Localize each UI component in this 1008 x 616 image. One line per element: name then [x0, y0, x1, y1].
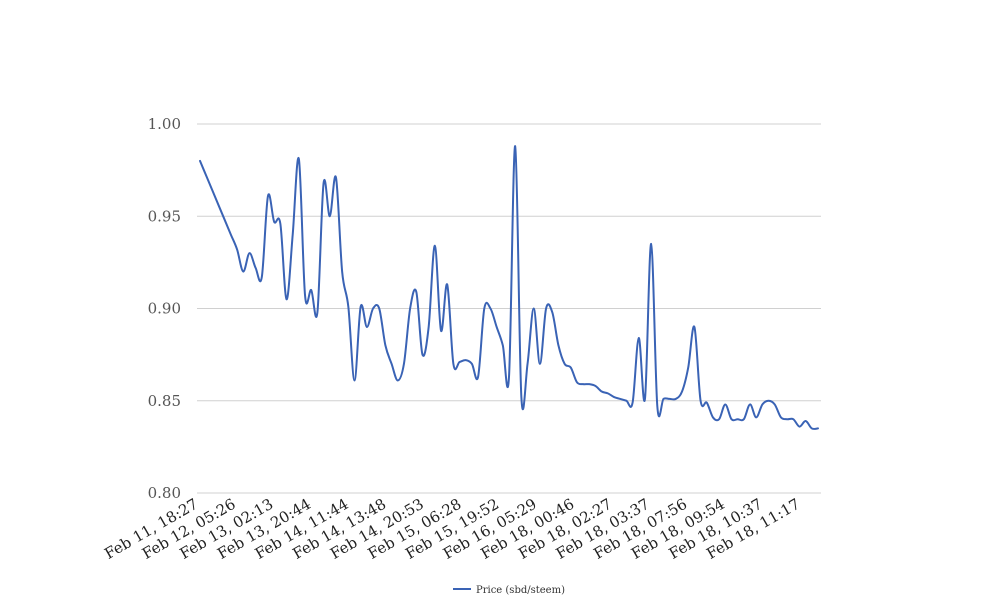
- y-tick-label: 0.90: [148, 300, 181, 318]
- gridlines: [197, 123, 821, 494]
- legend-label: Price (sbd/steem): [476, 585, 565, 596]
- y-tick-label: 0.95: [148, 207, 181, 225]
- y-axis-ticks: 1.00 0.95 0.90 0.85 0.80: [148, 115, 181, 502]
- series-line-price: [199, 145, 819, 430]
- y-tick-label: 1.00: [148, 115, 181, 133]
- series-layer: [199, 145, 819, 430]
- y-tick-label: 0.80: [148, 484, 181, 502]
- legend: Price (sbd/steem): [453, 585, 565, 596]
- y-tick-label: 0.85: [148, 392, 181, 410]
